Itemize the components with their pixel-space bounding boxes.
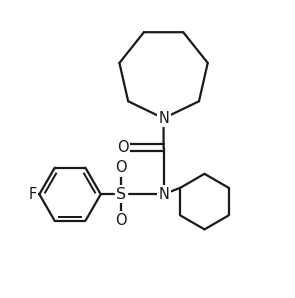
Text: N: N <box>158 111 169 126</box>
Text: F: F <box>28 187 37 202</box>
Text: O: O <box>115 161 127 176</box>
Text: N: N <box>158 187 169 202</box>
Text: S: S <box>116 187 126 202</box>
Text: O: O <box>117 140 129 155</box>
Text: O: O <box>115 213 127 228</box>
